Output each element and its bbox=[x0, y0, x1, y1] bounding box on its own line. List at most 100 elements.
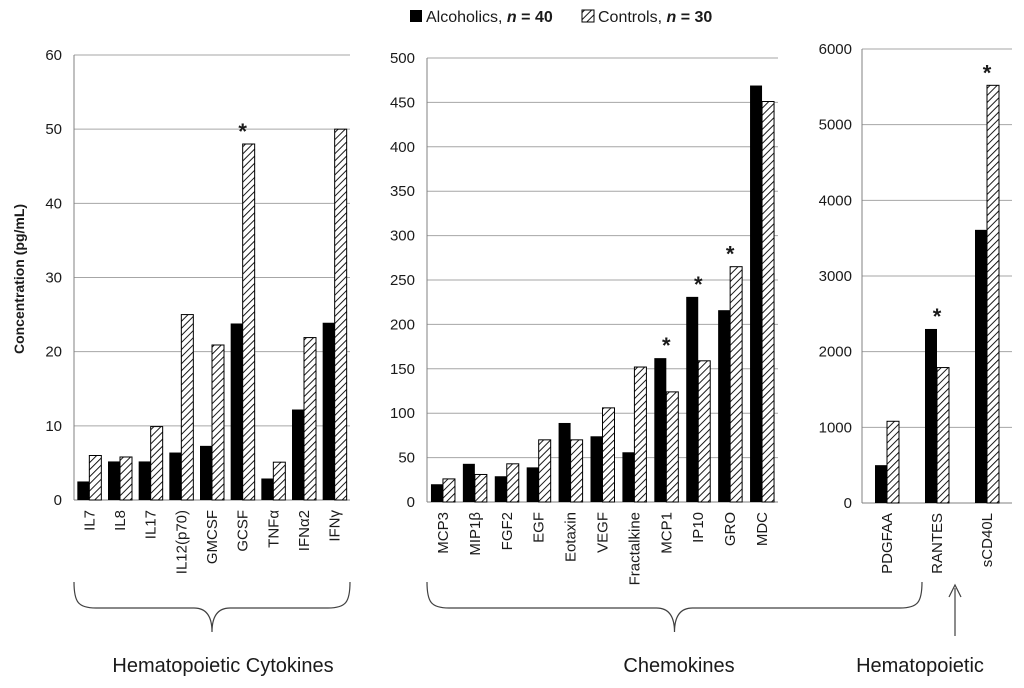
y-tick-label: 4000 bbox=[819, 192, 852, 209]
x-tick-label-rantes: RANTES bbox=[929, 513, 946, 574]
x-tick-label-ifn: IFNγ bbox=[327, 510, 344, 542]
bar-controls-rantes bbox=[936, 367, 950, 504]
y-tick-label: 100 bbox=[390, 405, 415, 422]
panel-chemokines: 0 50 100 150 200 250 300 350 400 450 500 MCP3 MIP1β F… bbox=[390, 50, 778, 585]
significance-star-ip10: * bbox=[694, 272, 703, 297]
bar-controls-mcp1 bbox=[665, 391, 679, 503]
bar-alcoholics-scd40l bbox=[975, 229, 987, 504]
bar-controls-mcp3 bbox=[442, 478, 456, 503]
panel-hematopoietic: 0 1000 2000 3000 4000 5000 6000 PDGFAA RANTES * sC… bbox=[819, 41, 1012, 574]
bar-alcoholics-fractalkine bbox=[622, 452, 635, 502]
bar-controls-eotaxin bbox=[570, 439, 584, 503]
bar-alcoholics-ifn-2 bbox=[292, 409, 304, 500]
legend-swatch-controls bbox=[581, 9, 595, 23]
bar-controls-fgf2 bbox=[506, 463, 520, 503]
bar-alcoholics-ifn bbox=[322, 322, 335, 500]
x-tick-label-mip1: MIP1β bbox=[467, 512, 484, 556]
bar-controls-fractalkine bbox=[633, 366, 647, 503]
x-tick-label-il7: IL7 bbox=[81, 510, 98, 531]
y-tick-label: 500 bbox=[390, 50, 415, 67]
y-tick-label: 200 bbox=[390, 316, 415, 333]
bar-controls-gcsf bbox=[242, 143, 256, 501]
y-axis-label: Concentration (pg/mL) bbox=[11, 204, 27, 354]
y-tick-label: 5000 bbox=[819, 117, 852, 134]
group-label-hematopoietic: Hematopoietic bbox=[856, 655, 984, 677]
bar-alcoholics-il8 bbox=[108, 461, 120, 500]
x-tick-label-mdc: MDC bbox=[754, 512, 771, 546]
x-tick-label-ifn-2: IFNα2 bbox=[296, 510, 313, 551]
x-tick-label-mcp3: MCP3 bbox=[435, 512, 452, 554]
bar-controls-vegf bbox=[602, 407, 615, 503]
y-tick-label: 350 bbox=[390, 183, 415, 200]
panel-hematopoietic-cytokines: 0 10 20 30 40 50 60 IL7 IL8 IL17 IL12(p70) GMCSF GCS… bbox=[45, 47, 350, 574]
y-tick-label: 400 bbox=[390, 139, 415, 156]
bar-alcoholics-mcp3 bbox=[430, 484, 443, 502]
annotations bbox=[73, 581, 962, 636]
y-tick-label: 2000 bbox=[819, 344, 852, 361]
bar-controls-tnf bbox=[272, 461, 286, 501]
bar-alcoholics-ip10 bbox=[686, 296, 699, 502]
bar-controls-egf bbox=[538, 439, 552, 503]
bar-alcoholics-eotaxin bbox=[558, 422, 571, 502]
bar-alcoholics-egf bbox=[526, 467, 539, 502]
x-tick-label-il8: IL8 bbox=[112, 510, 129, 531]
x-tick-label-fgf2: FGF2 bbox=[499, 512, 516, 550]
y-tick-label: 3000 bbox=[819, 268, 852, 285]
bar-alcoholics-il17 bbox=[138, 461, 151, 500]
x-tick-label-tnf: TNFα bbox=[265, 510, 282, 548]
bar-controls-il17 bbox=[150, 426, 164, 501]
bar-controls-gro bbox=[729, 266, 743, 503]
y-tick-label: 50 bbox=[45, 121, 62, 138]
y-tick-label: 10 bbox=[45, 418, 62, 435]
x-tick-label-pdgfaa: PDGFAA bbox=[879, 513, 896, 574]
legend-label-alcoholics: Alcoholics, n = 40 bbox=[426, 9, 553, 26]
bar-alcoholics-il7 bbox=[77, 481, 90, 500]
x-tick-label-mcp1: MCP1 bbox=[658, 512, 675, 554]
y-tick-label: 150 bbox=[390, 361, 415, 378]
bar-alcoholics-fgf2 bbox=[494, 476, 507, 502]
legend-label-controls: Controls, n = 30 bbox=[598, 9, 712, 26]
bar-alcoholics-gcsf bbox=[230, 323, 243, 500]
bar-alcoholics-mip1 bbox=[462, 463, 475, 502]
bar-controls-il12-p70 bbox=[180, 314, 194, 501]
y-tick-label: 30 bbox=[45, 270, 62, 287]
group-label-chemokines: Chemokines bbox=[623, 655, 734, 677]
panels: 0 10 20 30 40 50 60 IL7 IL8 IL17 IL12(p70) GMCSF GCS… bbox=[45, 41, 1012, 677]
bar-controls-ifn-2 bbox=[303, 337, 317, 501]
significance-star-rantes: * bbox=[933, 304, 942, 329]
significance-star-gro: * bbox=[726, 242, 735, 267]
y-tick-label: 450 bbox=[390, 94, 415, 111]
x-tick-label-il12-p70: IL12(p70) bbox=[173, 510, 190, 574]
bar-alcoholics-mdc bbox=[750, 85, 763, 502]
x-tick-label-gcsf: GCSF bbox=[235, 510, 252, 552]
y-tick-label: 1000 bbox=[819, 419, 852, 436]
x-tick-label-gmcsf: GMCSF bbox=[204, 510, 221, 564]
y-tick-label: 0 bbox=[54, 492, 62, 509]
bar-controls-ifn bbox=[334, 128, 348, 501]
x-tick-label-il17: IL17 bbox=[143, 510, 160, 539]
bar-alcoholics-il12-p70 bbox=[169, 452, 182, 500]
significance-star-gcsf: * bbox=[238, 119, 247, 144]
bar-controls-il8 bbox=[119, 456, 133, 501]
x-tick-label-vegf: VEGF bbox=[595, 512, 612, 553]
x-tick-label-fractalkine: Fractalkine bbox=[626, 512, 643, 585]
bar-controls-pdgfaa bbox=[886, 420, 900, 504]
group-brace-2 bbox=[426, 581, 923, 633]
bar-alcoholics-tnf bbox=[261, 478, 274, 500]
legend-swatch-alcoholics bbox=[410, 10, 422, 22]
x-tick-label-gro: GRO bbox=[722, 512, 739, 546]
y-tick-label: 300 bbox=[390, 228, 415, 245]
bar-alcoholics-rantes bbox=[925, 328, 937, 503]
bar-controls-gmcsf bbox=[211, 344, 225, 501]
significance-star-scd40l: * bbox=[983, 60, 992, 85]
bar-controls-il7 bbox=[88, 455, 102, 501]
legend: Alcoholics, n = 40 Controls, n = 30 bbox=[410, 9, 712, 26]
y-tick-label: 6000 bbox=[819, 41, 852, 58]
group-brace-1 bbox=[73, 581, 351, 633]
x-tick-label-egf: EGF bbox=[531, 512, 548, 543]
y-tick-label: 20 bbox=[45, 344, 62, 361]
significance-star-mcp1: * bbox=[662, 333, 671, 358]
x-tick-label-scd40l: sCD40L bbox=[979, 513, 996, 567]
y-tick-label: 0 bbox=[407, 494, 415, 511]
